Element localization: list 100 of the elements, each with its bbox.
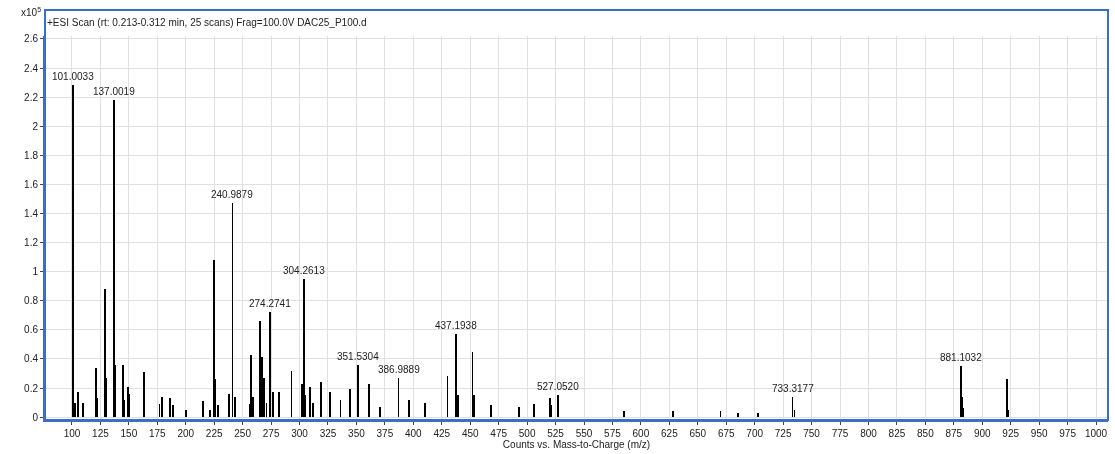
y-tick-label: 1.4 [24,207,39,219]
y-tick-label: 2.2 [24,91,39,103]
x-tick-label: 525 [547,428,565,439]
bar [202,401,204,417]
bar [169,398,171,417]
x-tick-label: 1000 [1084,428,1108,439]
x-axis-title: Counts vs. Mass-to-Charge (m/z) [502,439,651,450]
bar [303,279,305,417]
x-tick-label: 675 [717,428,736,439]
bar [320,382,322,417]
bar [259,321,261,417]
bar [408,400,410,417]
y-tick-label: 2.6 [24,33,39,45]
x-tick-label: 600 [632,428,650,439]
x-tick-label: 550 [575,428,593,439]
y-tick-label: 1 [32,266,39,278]
x-tick-label: 725 [774,428,792,439]
bar [557,395,559,417]
x-tick-label: 350 [348,428,366,439]
x-tick-label: 800 [860,428,878,439]
x-tick-label: 700 [746,428,764,439]
x-tick-label: 175 [148,428,167,439]
bar [623,411,625,417]
x-tick-label: 450 [461,428,479,439]
bar [77,392,79,417]
annotation: 527.0520 [537,381,580,392]
annotation: 274.2741 [249,298,292,309]
bar [143,372,145,417]
x-tick-label: 375 [376,428,394,439]
x-tick-label: 875 [945,428,963,439]
x-tick-label: 625 [661,428,679,439]
x-tick-label: 650 [689,428,707,439]
bar [161,397,163,417]
y-tick-label: 0 [32,411,39,423]
x-tick-label: 950 [1030,428,1048,439]
annotation: 101.0033 [52,71,95,82]
bar [228,394,230,417]
y-tick-label: 0.2 [24,382,39,394]
bar [757,413,759,417]
bar [185,410,187,417]
x-tick-label: 150 [120,428,138,439]
x-tick-label: 500 [518,428,536,439]
y-tick-label: 2.4 [24,62,39,74]
x-tick-label: 275 [262,428,280,439]
bar [490,405,492,417]
x-tick-label: 225 [205,428,223,439]
x-tick-label: 750 [803,428,821,439]
bar [113,100,115,417]
x-tick-label: 250 [234,428,252,439]
x-tick-label: 975 [1059,428,1077,439]
bar [424,403,426,417]
x-tick-label: 100 [63,428,81,439]
text: x10$^{5}$ [21,6,42,19]
y-tick-label: 1.2 [24,237,39,249]
y-tick-label: 1.6 [24,178,39,190]
bar [269,312,271,417]
bar [672,411,674,417]
bar [455,334,457,417]
bar [533,404,535,417]
y-tick-label: 0.6 [24,324,39,336]
y-tick-label: 2 [32,120,39,132]
bar [1006,379,1008,417]
bar [737,413,739,417]
annotation: 304.2613 [283,265,326,276]
x-tick-label: 475 [490,428,508,439]
annotation: 881.1032 [940,352,983,363]
bar [518,407,520,417]
x-tick-label: 200 [177,428,195,439]
x-tick-label: 325 [319,428,337,439]
bar [82,403,84,417]
bar [278,392,280,417]
x-tick-label: 425 [433,428,451,439]
bar [357,365,359,417]
annotation: 386.9889 [378,364,421,375]
y-tick-label: 0.4 [24,353,39,365]
x-tick-label: 900 [973,428,992,439]
annotation: 351.5304 [337,351,380,362]
bar [250,355,252,417]
x-tick-label: 850 [917,428,935,439]
annotation: 137.0019 [93,86,136,97]
bar [349,389,351,417]
x-tick-label: 775 [831,428,849,439]
annotation: 733.3177 [772,383,815,394]
x-tick-label: 825 [888,428,906,439]
x-tick-label: 925 [1002,428,1020,439]
x-tick-label: 125 [92,428,110,439]
x-tick-label: 400 [404,428,423,439]
bar [209,410,211,417]
bar [329,392,331,417]
y-tick-label: 1.8 [24,149,39,161]
bar [379,407,381,417]
y-tick-label: 0.8 [24,295,39,307]
bar [309,387,311,417]
bar [72,85,74,417]
x-tick-label: 575 [604,428,622,439]
annotation: 437.1938 [435,320,478,331]
annotation: 240.9879 [211,189,254,200]
chart-title: +ESI Scan (rt: 0.213-0.312 min, 25 scans) Frag=100.0V DAC25_P100.d [47,16,367,28]
bar [368,384,370,417]
x-tick-label: 300 [291,428,309,439]
